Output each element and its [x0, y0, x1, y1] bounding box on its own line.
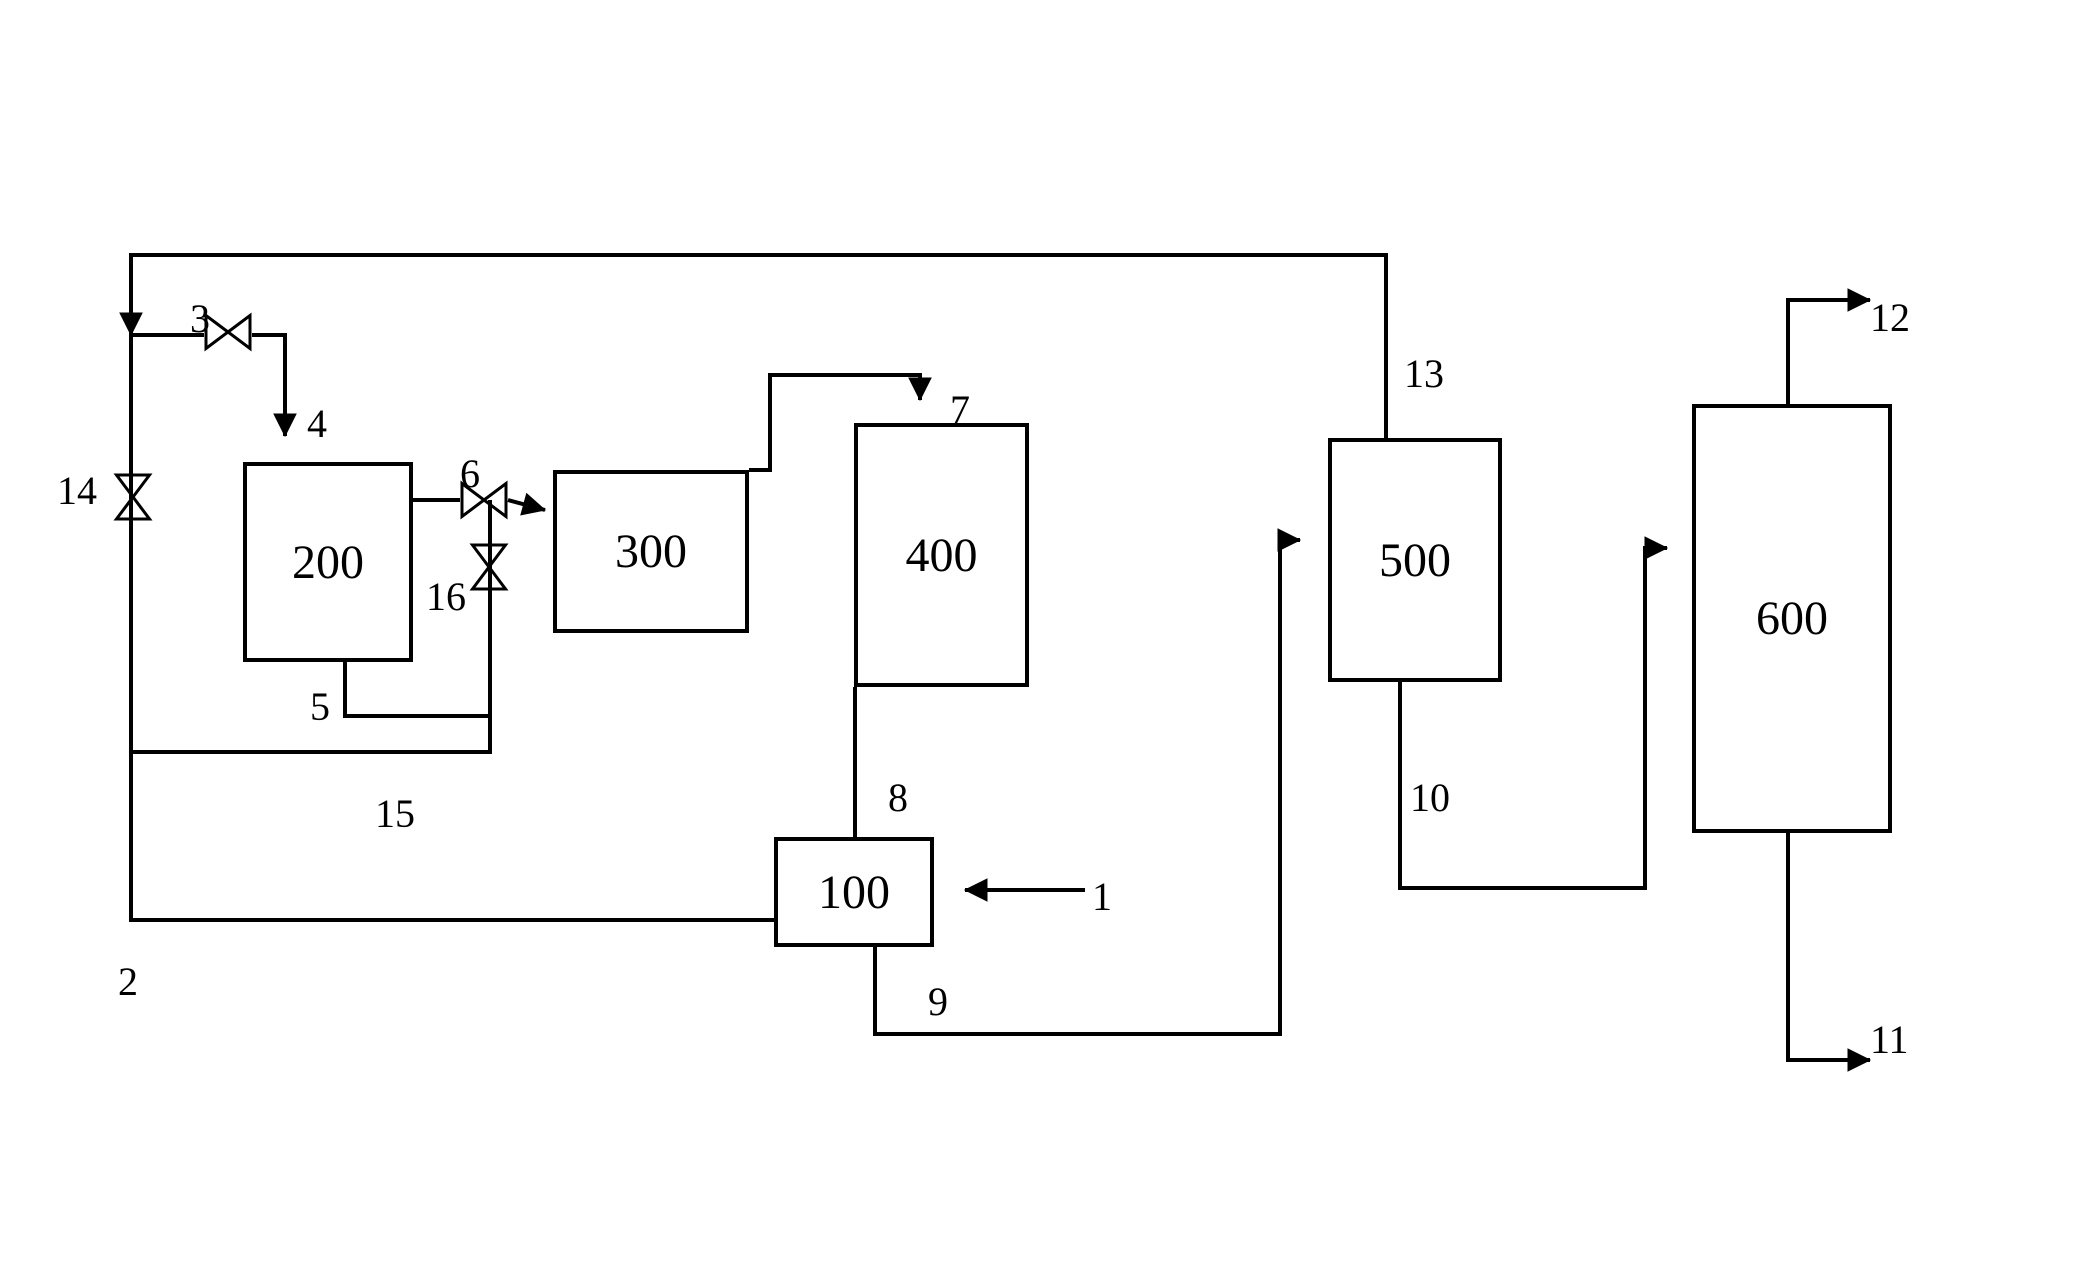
label-11: 11	[1870, 1016, 1909, 1063]
label-6: 6	[460, 450, 480, 497]
label-9: 9	[928, 978, 948, 1025]
node-n300: 300	[553, 470, 749, 633]
diagram-canvas: 1002003004005006001234567891011121314151…	[0, 0, 2096, 1268]
node-n600: 600	[1692, 404, 1892, 833]
node-n300-label: 300	[615, 524, 687, 579]
label-2: 2	[118, 958, 138, 1005]
label-5: 5	[310, 683, 330, 730]
label-3: 3	[190, 295, 210, 342]
label-1: 1	[1092, 873, 1112, 920]
node-n100: 100	[774, 837, 934, 947]
label-16: 16	[426, 573, 466, 620]
label-8: 8	[888, 774, 908, 821]
node-n400: 400	[854, 423, 1029, 687]
node-n100-label: 100	[818, 865, 890, 920]
label-15: 15	[375, 790, 415, 837]
node-n200-label: 200	[292, 535, 364, 590]
node-n500-label: 500	[1379, 533, 1451, 588]
node-n200: 200	[243, 462, 413, 662]
node-n400-label: 400	[906, 528, 978, 583]
label-4: 4	[307, 400, 327, 447]
node-n600-label: 600	[1756, 591, 1828, 646]
label-7: 7	[950, 386, 970, 433]
node-n500: 500	[1328, 438, 1502, 682]
label-10: 10	[1410, 774, 1450, 821]
label-14: 14	[57, 467, 97, 514]
label-13: 13	[1404, 350, 1444, 397]
label-12: 12	[1870, 294, 1910, 341]
